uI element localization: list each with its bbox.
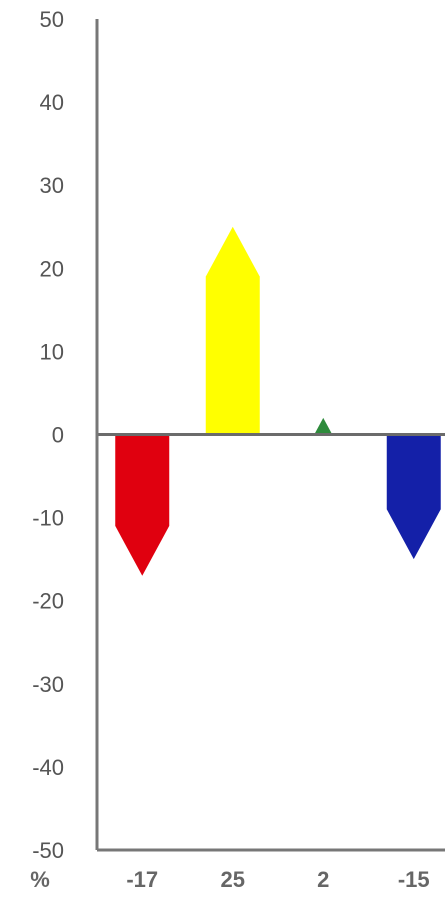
bar-arrow--15 xyxy=(386,434,441,560)
y-tick-label: 40 xyxy=(40,90,64,115)
y-tick-label: -10 xyxy=(32,506,64,531)
bar-arrow-25 xyxy=(205,226,260,435)
x-category-label: 25 xyxy=(221,867,245,892)
unit-label: % xyxy=(30,867,50,892)
y-tick-label: 20 xyxy=(40,256,64,281)
x-category-label: -15 xyxy=(398,867,430,892)
y-tick-label: -40 xyxy=(32,755,64,780)
x-category-labels: -17 25 2 -15 xyxy=(126,867,429,892)
x-category-label: 2 xyxy=(317,867,329,892)
y-tick-labels: 50 40 30 20 10 0 -10 -20 -30 -40 -50 xyxy=(32,7,64,863)
y-tick-label: -30 xyxy=(32,672,64,697)
y-tick-label: 10 xyxy=(40,339,64,364)
y-tick-label: 30 xyxy=(40,173,64,198)
y-tick-label: -20 xyxy=(32,589,64,614)
y-tick-label: -50 xyxy=(32,838,64,863)
bar-arrow-2 xyxy=(314,417,333,435)
bars xyxy=(115,226,441,576)
y-tick-label: 50 xyxy=(40,7,64,32)
y-tick-label: 0 xyxy=(52,423,64,448)
bar-arrow--17 xyxy=(115,434,170,576)
x-category-label: -17 xyxy=(126,867,158,892)
